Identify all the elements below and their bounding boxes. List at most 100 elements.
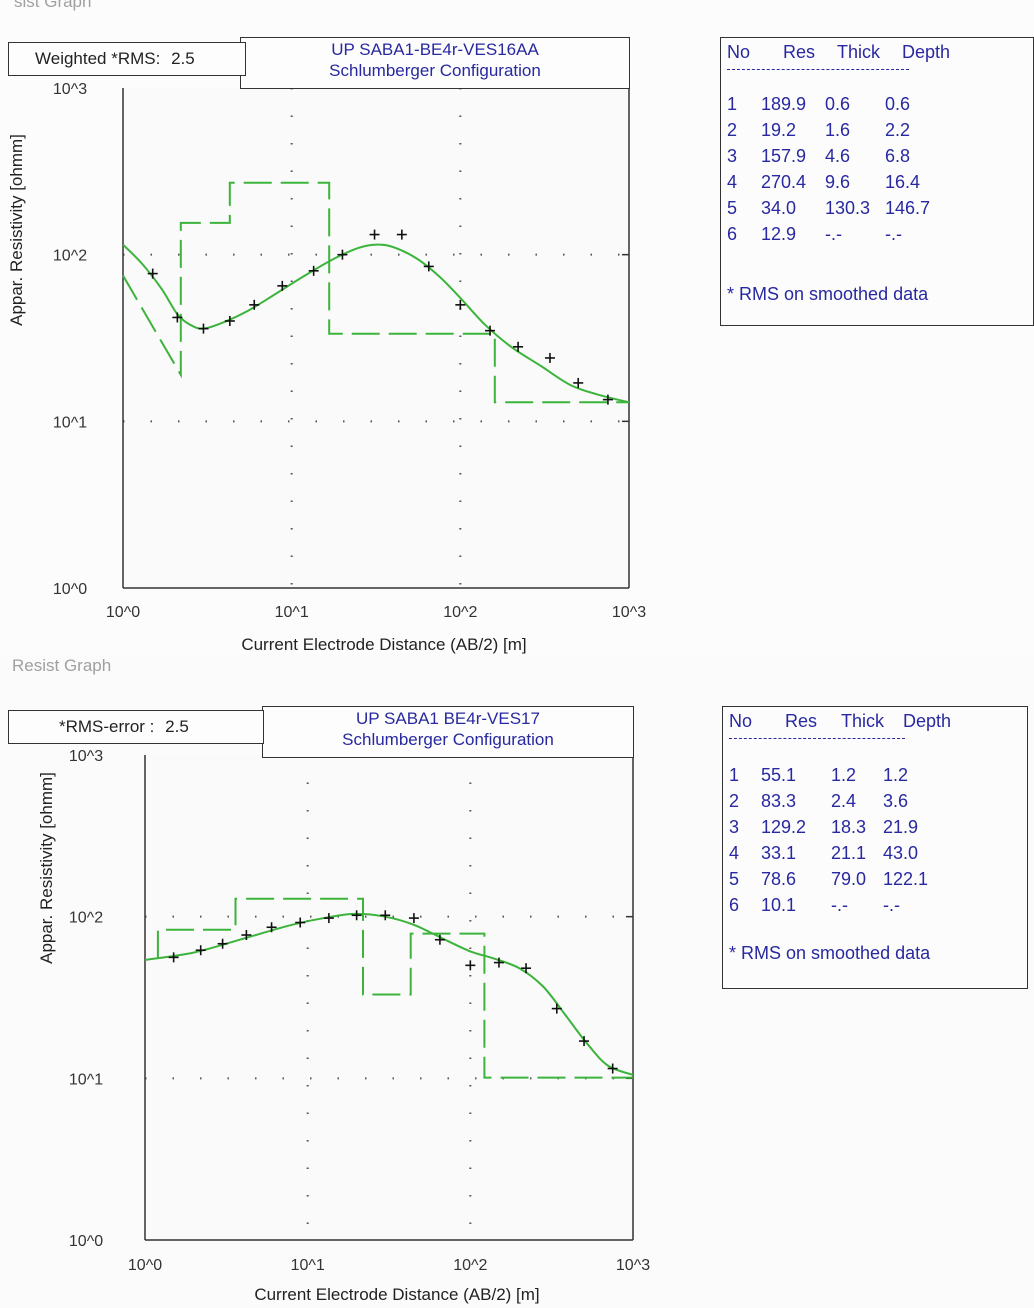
data-point <box>337 249 348 260</box>
header-no: No <box>729 711 753 731</box>
data-point <box>465 960 476 971</box>
data-point <box>241 930 252 941</box>
x-tick-label: 10^2 <box>453 1257 487 1274</box>
layer-no: 4 <box>729 843 740 863</box>
window-caption: sist Graph <box>14 0 92 11</box>
layer-thick: 130.3 <box>825 198 871 218</box>
data-point <box>172 312 183 323</box>
data-point <box>434 934 445 945</box>
data-point <box>602 394 613 405</box>
model-note: * RMS on smoothed data <box>729 943 931 963</box>
layer-res: 55.1 <box>761 765 797 785</box>
layer-res: 189.9 <box>761 94 807 114</box>
layer-depth: 1.2 <box>883 765 909 785</box>
data-point <box>323 913 334 924</box>
y-axis-label-group: Appar. Resistivity [ohmm] <box>7 134 26 326</box>
layer-depth: 16.4 <box>885 172 921 192</box>
layer-depth: -.- <box>883 895 900 915</box>
y-tick-label: 10^3 <box>69 748 103 765</box>
rms-box: *RMS-error : 2.5 <box>8 710 264 744</box>
data-point <box>513 341 524 352</box>
layer-depth: 146.7 <box>885 198 931 218</box>
chart-title: UP SABA1-BE4r-VES16AA <box>331 40 539 59</box>
data-point <box>423 261 434 272</box>
model-note: * RMS on smoothed data <box>727 284 929 304</box>
layer-res: 19.2 <box>761 120 797 140</box>
y-axis-label: Appar. Resistivity [ohmm] <box>7 134 26 326</box>
layer-thick: -.- <box>825 224 842 244</box>
layer-thick: 18.3 <box>831 817 867 837</box>
chart-title: UP SABA1 BE4r-VES17 <box>356 709 540 728</box>
data-point <box>544 352 555 363</box>
layer-no: 1 <box>727 94 738 114</box>
layer-thick: -.- <box>831 895 848 915</box>
y-tick-label: 10^0 <box>53 581 87 598</box>
layer-thick: 1.2 <box>831 765 857 785</box>
header-thick: Thick <box>841 711 885 731</box>
x-tick-label: 10^1 <box>275 604 309 621</box>
layer-no: 2 <box>727 120 738 140</box>
fit-series <box>122 243 630 404</box>
data-point <box>168 952 179 963</box>
data-point <box>408 913 419 924</box>
y-tick-label: 10^2 <box>69 910 103 927</box>
model-series <box>156 897 633 1079</box>
layer-res: 33.1 <box>761 843 797 863</box>
plot-area <box>123 88 629 588</box>
layer-no: 2 <box>729 791 740 811</box>
layer-depth: 43.0 <box>883 843 919 863</box>
rms-value: 2.5 <box>171 49 195 68</box>
y-tick-label: 10^1 <box>53 414 87 431</box>
header-depth: Depth <box>902 42 951 62</box>
layer-res: 34.0 <box>761 198 797 218</box>
data-point <box>369 229 380 240</box>
x-axis-label: Current Electrode Distance (AB/2) [m] <box>254 1285 539 1304</box>
x-tick-label: 10^1 <box>291 1257 325 1274</box>
layer-no: 1 <box>729 765 740 785</box>
y-tick-label: 10^0 <box>69 1233 103 1250</box>
layer-res: 157.9 <box>761 146 807 166</box>
data-point <box>266 922 277 933</box>
layer-no: 6 <box>729 895 740 915</box>
layer-thick: 79.0 <box>831 869 867 889</box>
data-point <box>308 265 319 276</box>
layer-depth: 21.9 <box>883 817 919 837</box>
data-point <box>551 1003 562 1014</box>
rms-value: 2.5 <box>165 717 189 736</box>
data-point <box>493 957 504 968</box>
layer-no: 5 <box>727 198 738 218</box>
x-tick-label: 10^3 <box>612 604 646 621</box>
data-point <box>380 910 391 921</box>
data-point <box>396 229 407 240</box>
header-res: Res <box>783 42 816 62</box>
panel-ves17: Resist Graph 10^0 10^1 10^2 10^3 10^0 10^1 10^… <box>0 654 1034 1308</box>
layer-depth: 2.2 <box>885 120 911 140</box>
rms-label: *RMS-error : <box>59 717 155 736</box>
layer-thick: 4.6 <box>825 146 851 166</box>
layer-depth: 6.8 <box>885 146 911 166</box>
data-point <box>195 945 206 956</box>
data-point <box>607 1063 618 1074</box>
plot-area <box>145 755 633 1240</box>
data-point <box>521 963 532 974</box>
layer-thick: 1.6 <box>825 120 851 140</box>
x-tick-label: 10^0 <box>106 604 140 621</box>
header-depth: Depth <box>903 711 952 731</box>
fit-series <box>144 912 634 1076</box>
x-axis-label: Current Electrode Distance (AB/2) [m] <box>241 635 526 654</box>
data-point <box>147 268 158 279</box>
rms-box: Weighted *RMS: 2.5 <box>8 42 246 76</box>
layer-depth: 3.6 <box>883 791 909 811</box>
chart-title-box: UP SABA1 BE4r-VES17 Schlumberger Configu… <box>262 706 634 758</box>
data-point <box>485 325 496 336</box>
x-tick-label: 10^2 <box>443 604 477 621</box>
y-axis-label: Appar. Resistivity [ohmm] <box>37 772 56 964</box>
chart-title-box: UP SABA1-BE4r-VES16AA Schlumberger Confi… <box>240 37 630 89</box>
data-point <box>249 299 260 310</box>
layer-res: 10.1 <box>761 895 797 915</box>
resistivity-chart-ves16aa: 10^0 10^1 10^2 10^3 10^0 10^1 10^2 10^3 Current … <box>7 81 646 654</box>
x-tick-label: 10^3 <box>616 1257 650 1274</box>
layer-no: 3 <box>727 146 738 166</box>
layer-model-table: No Res Thick Depth 1 189.9 0.6 0.6 2 19.2 1.6 2… <box>720 37 1034 326</box>
layer-model-table: No Res Thick Depth 1 55.1 1.2 1.2 2 83.3 2.4 3.… <box>722 706 1028 989</box>
